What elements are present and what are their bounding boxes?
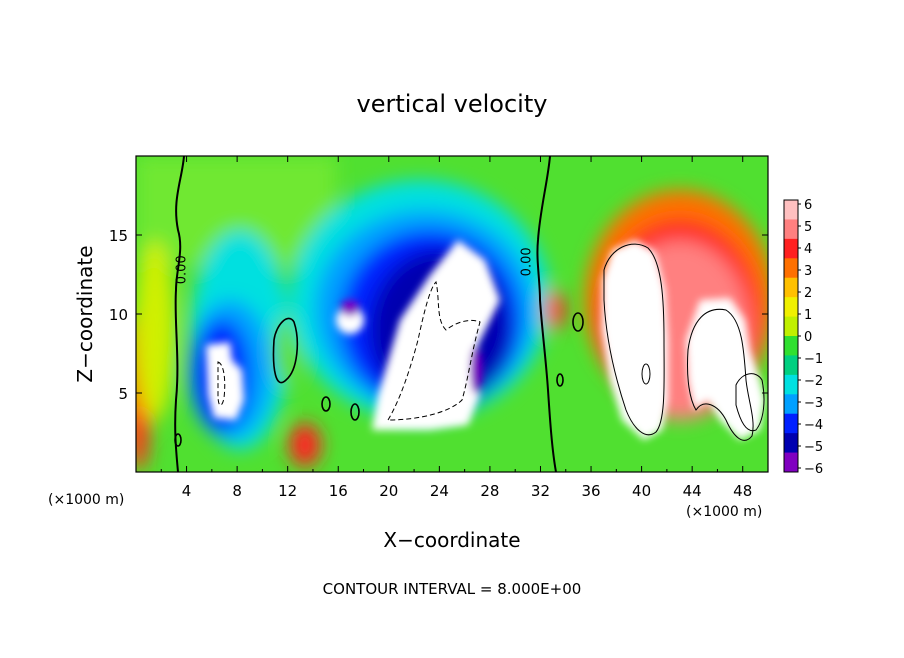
x-tick-label-20: 20 (379, 482, 398, 500)
colorbar-swatch-5 (784, 297, 798, 318)
colorbar-label-9: −3 (804, 396, 823, 411)
field-violet-spot-1 (470, 346, 482, 394)
x-tick-label-24: 24 (430, 482, 449, 500)
chart-title: vertical velocity (357, 90, 548, 118)
field-lower-updraft-red (289, 423, 321, 467)
colorbar-swatch-3 (784, 258, 798, 279)
colorbar-label-7: −1 (804, 352, 823, 367)
zero-contour-label-1: 0.00 (519, 247, 534, 276)
colorbar-label-11: −5 (804, 440, 823, 455)
field-left-white-core (206, 342, 244, 420)
x-tick-label-36: 36 (581, 482, 600, 500)
colorbar-swatch-12 (784, 433, 798, 454)
y-tick-label-15: 15 (109, 227, 128, 245)
zero-contour-label-0: 0.00 (174, 255, 189, 284)
field-mid-right-red-spot (545, 290, 565, 330)
x-tick-label-48: 48 (733, 482, 752, 500)
field-central-white-core (372, 240, 500, 430)
x-tick-label-28: 28 (480, 482, 499, 500)
colorbar: 6 5 4 3 2 1 0 −1 −2 −3 −4 −5 −6 (783, 198, 823, 477)
colorbar-label-3: 3 (804, 264, 812, 279)
contour-small-loop-3 (321, 396, 331, 412)
contour-interval-note: CONTOUR INTERVAL = 8.000E+00 (323, 580, 582, 598)
colorbar-swatch-10 (784, 394, 798, 415)
x-axis-label: X−coordinate (383, 528, 520, 552)
field-yellow-band (136, 240, 175, 420)
colorbar-swatch-13 (784, 452, 798, 473)
x-unit-right: (×1000 m) (686, 504, 762, 520)
x-unit-left: (×1000 m) (48, 492, 124, 508)
y-tick-label-10: 10 (109, 306, 128, 324)
contour-lines (174, 156, 765, 472)
colorbar-swatch-4 (784, 277, 798, 298)
zero-contour-right (536, 156, 557, 472)
y-axis-ticks: 5 10 15 (109, 227, 768, 403)
colorbar-swatch-6 (784, 316, 798, 337)
colorbar-label-6: 0 (804, 330, 812, 345)
contour-small-loop-5 (174, 433, 182, 447)
x-tick-label-32: 32 (531, 482, 550, 500)
contour-positive-core-4 (641, 363, 651, 385)
x-tick-label-44: 44 (683, 482, 702, 500)
contour-labels: 0.00 0.00 (174, 247, 534, 284)
contour-small-loop-1 (572, 312, 584, 332)
field-violet-spot-2 (340, 300, 360, 316)
colorbar-swatch-9 (784, 374, 798, 395)
colorbar-swatch-0 (784, 200, 798, 220)
zero-contour-left (174, 156, 185, 472)
colorbar-swatch-1 (784, 219, 798, 240)
field-right-white-core-1 (602, 240, 668, 440)
colorbar-label-8: −2 (804, 374, 823, 389)
x-tick-label-8: 8 (232, 482, 242, 500)
contour-small-loop-2 (556, 373, 564, 387)
contour-positive-core-3 (735, 373, 765, 432)
contour-negative-central (387, 281, 481, 421)
y-axis-label: Z−coordinate (73, 245, 97, 382)
colorbar-swatch-7 (784, 336, 798, 356)
colorbar-label-1: 5 (804, 220, 812, 235)
colorbar-swatch-11 (784, 413, 798, 434)
x-tick-label-4: 4 (182, 482, 192, 500)
colorbar-label-10: −4 (804, 418, 823, 433)
colorbar-label-12: −6 (804, 462, 823, 477)
contour-green-updraft (272, 317, 299, 384)
colorbar-label-0: 6 (804, 198, 812, 213)
field-right-white-core-2 (686, 298, 765, 440)
contour-positive-core-2 (687, 308, 754, 441)
x-tick-label-16: 16 (329, 482, 348, 500)
contour-small-loop-4 (350, 403, 360, 421)
x-axis-ticks: 4 8 12 16 20 24 28 32 36 40 44 48 (160, 156, 752, 500)
field-cores (206, 240, 765, 440)
colorbar-swatch-2 (784, 238, 798, 259)
x-tick-label-12: 12 (278, 482, 297, 500)
colorbar-swatch-8 (784, 355, 798, 376)
field-green-updraft-left (274, 316, 302, 384)
field-left-edge-positive-core (136, 410, 148, 470)
contour-positive-core-1 (603, 243, 665, 436)
x-tick-label-40: 40 (632, 482, 651, 500)
colorbar-label-4: 2 (804, 286, 812, 301)
y-tick-label-5: 5 (118, 385, 128, 403)
contour-negative-left (217, 361, 226, 406)
colorbar-label-2: 4 (804, 242, 812, 257)
velocity-field: 0.00 0.00 (136, 156, 768, 472)
colorbar-label-5: 1 (804, 308, 812, 323)
